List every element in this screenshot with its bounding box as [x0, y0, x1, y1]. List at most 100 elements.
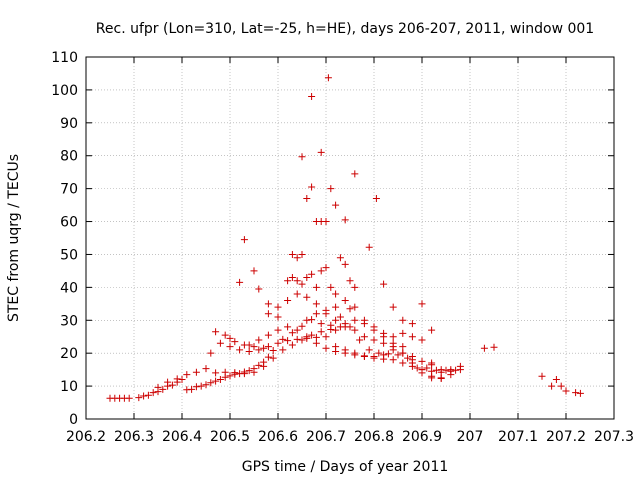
x-axis-label: GPS time / Days of year 2011	[242, 459, 449, 475]
data-point-marker	[332, 303, 340, 311]
data-point-marker	[428, 372, 436, 380]
data-point-marker	[303, 293, 311, 301]
data-point-marker	[341, 349, 349, 357]
data-point-marker	[274, 339, 282, 347]
y-axis-ticks: 0 10 20 30 40 50 60 70 80 90 100 110	[51, 50, 614, 428]
data-point-marker	[370, 336, 378, 344]
grid	[86, 57, 614, 419]
data-point-marker	[255, 361, 263, 369]
data-point-marker	[557, 382, 565, 390]
data-point-marker	[327, 321, 335, 329]
data-point-marker	[173, 375, 181, 383]
data-point-marker	[293, 277, 301, 285]
data-point-marker	[341, 216, 349, 224]
data-point-marker	[140, 392, 148, 400]
data-point-marker	[192, 383, 200, 391]
data-point-marker	[317, 320, 325, 328]
data-point-marker	[360, 320, 368, 328]
data-point-marker	[490, 343, 498, 351]
data-point-marker	[303, 195, 311, 203]
data-point-marker	[250, 267, 258, 275]
data-point-marker	[351, 326, 359, 334]
data-point-marker	[332, 348, 340, 356]
data-point-marker	[437, 374, 445, 382]
data-point-marker	[298, 153, 306, 161]
data-point-marker	[380, 329, 388, 337]
data-point-marker	[269, 347, 277, 355]
data-point-marker	[250, 343, 258, 351]
data-point-marker	[394, 351, 402, 359]
data-point-marker	[332, 316, 340, 324]
x-tick-label: 206.7	[306, 429, 346, 445]
data-point-marker	[312, 310, 320, 318]
data-points	[106, 74, 584, 402]
data-point-marker	[317, 267, 325, 275]
data-point-marker	[236, 346, 244, 354]
data-point-marker	[418, 336, 426, 344]
data-point-marker	[370, 352, 378, 360]
data-point-marker	[240, 341, 248, 349]
data-point-marker	[380, 351, 388, 359]
data-point-marker	[207, 379, 215, 387]
data-point-marker	[322, 264, 330, 272]
data-point-marker	[317, 148, 325, 156]
data-point-marker	[418, 300, 426, 308]
data-point-marker	[418, 357, 426, 365]
y-tick-label: 50	[60, 247, 78, 263]
y-tick-label: 40	[60, 280, 78, 296]
data-point-marker	[384, 350, 392, 358]
data-point-marker	[279, 335, 287, 343]
x-tick-label: 206.4	[162, 429, 202, 445]
x-tick-label: 207.2	[546, 429, 586, 445]
data-point-marker	[346, 277, 354, 285]
data-point-marker	[202, 365, 210, 373]
data-point-marker	[303, 333, 311, 341]
data-point-marker	[216, 339, 224, 347]
data-point-marker	[231, 338, 239, 346]
data-point-marker	[341, 297, 349, 305]
data-point-marker	[408, 320, 416, 328]
data-point-marker	[274, 303, 282, 311]
data-point-marker	[336, 254, 344, 262]
x-tick-label: 207	[457, 429, 484, 445]
data-point-marker	[548, 382, 556, 390]
data-point-marker	[341, 323, 349, 331]
data-point-marker	[293, 326, 301, 334]
data-point-marker	[192, 368, 200, 376]
data-point-marker	[312, 333, 320, 341]
y-tick-label: 30	[60, 313, 78, 329]
data-point-marker	[418, 366, 426, 374]
data-point-marker	[380, 339, 388, 347]
data-point-marker	[399, 316, 407, 324]
data-point-marker	[332, 201, 340, 209]
data-point-marker	[188, 385, 196, 393]
data-point-marker	[154, 383, 162, 391]
data-point-marker	[269, 354, 277, 362]
data-point-marker	[212, 369, 220, 377]
data-point-marker	[336, 313, 344, 321]
data-point-marker	[322, 333, 330, 341]
y-tick-label: 80	[60, 149, 78, 165]
data-point-marker	[428, 326, 436, 334]
data-point-marker	[260, 344, 268, 352]
data-point-marker	[538, 372, 546, 380]
data-point-marker	[365, 346, 373, 354]
data-point-marker	[552, 376, 560, 384]
data-point-marker	[308, 183, 316, 191]
data-point-marker	[332, 290, 340, 298]
data-point-marker	[346, 305, 354, 313]
y-tick-label: 20	[60, 346, 78, 362]
data-point-marker	[274, 326, 282, 334]
data-point-marker	[327, 185, 335, 193]
data-point-marker	[221, 331, 229, 339]
data-point-marker	[236, 278, 244, 286]
data-point-marker	[149, 389, 157, 397]
data-point-marker	[312, 283, 320, 291]
data-point-marker	[399, 349, 407, 357]
data-point-marker	[389, 303, 397, 311]
data-point-marker	[576, 389, 584, 397]
data-point-marker	[264, 343, 272, 351]
data-point-marker	[264, 310, 272, 318]
data-point-marker	[456, 362, 464, 370]
data-point-marker	[360, 352, 368, 360]
